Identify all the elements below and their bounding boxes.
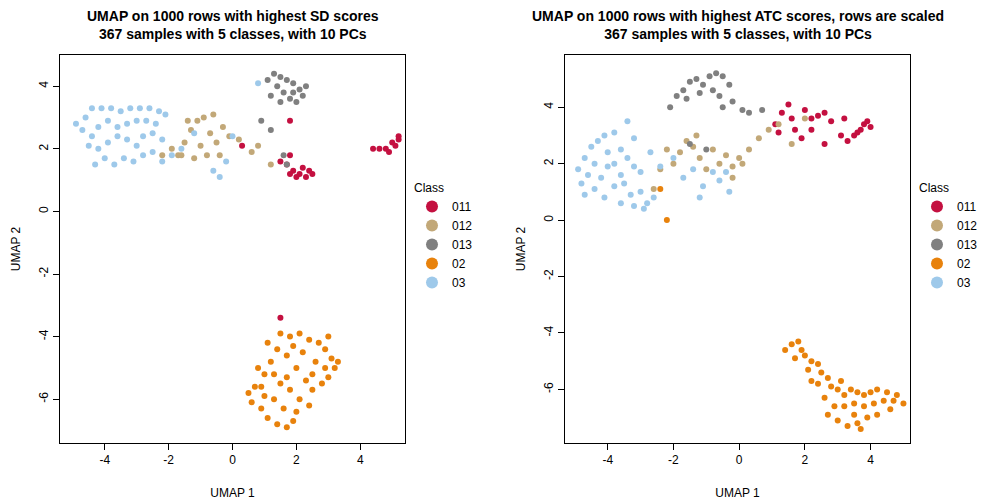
svg-text:03: 03 <box>452 276 466 290</box>
svg-text:2: 2 <box>802 453 809 467</box>
svg-text:-6: -6 <box>542 382 556 393</box>
svg-text:Class: Class <box>414 181 444 195</box>
svg-text:0: 0 <box>37 206 51 213</box>
svg-text:2: 2 <box>293 453 300 467</box>
svg-text:013: 013 <box>452 238 472 252</box>
svg-text:-6: -6 <box>37 392 51 403</box>
svg-text:011: 011 <box>452 200 471 214</box>
svg-text:013: 013 <box>957 238 977 252</box>
svg-text:02: 02 <box>957 257 971 271</box>
svg-text:-4: -4 <box>542 325 556 336</box>
svg-text:2: 2 <box>542 158 556 165</box>
svg-text:UMAP on 1000 rows with highest: UMAP on 1000 rows with highest ATC score… <box>532 8 944 42</box>
svg-text:UMAP 2: UMAP 2 <box>9 226 23 271</box>
svg-text:012: 012 <box>957 219 977 233</box>
svg-text:-4: -4 <box>37 329 51 340</box>
svg-text:Class: Class <box>919 181 949 195</box>
svg-text:-4: -4 <box>602 453 613 467</box>
svg-text:0: 0 <box>542 215 556 222</box>
svg-text:UMAP 1: UMAP 1 <box>715 486 760 500</box>
svg-text:UMAP on 1000 rows with highest: UMAP on 1000 rows with highest SD scores… <box>87 8 379 42</box>
svg-text:0: 0 <box>736 453 743 467</box>
svg-text:-4: -4 <box>99 453 110 467</box>
svg-text:4: 4 <box>357 453 364 467</box>
svg-text:02: 02 <box>452 257 466 271</box>
svg-text:012: 012 <box>452 219 472 233</box>
svg-text:UMAP 1: UMAP 1 <box>210 486 255 500</box>
svg-text:UMAP 2: UMAP 2 <box>514 226 528 271</box>
svg-text:-2: -2 <box>163 453 174 467</box>
svg-text:-2: -2 <box>542 269 556 280</box>
svg-text:-2: -2 <box>37 267 51 278</box>
svg-text:4: 4 <box>867 453 874 467</box>
svg-text:2: 2 <box>37 143 51 150</box>
svg-text:-2: -2 <box>668 453 679 467</box>
svg-text:011: 011 <box>957 200 976 214</box>
svg-text:4: 4 <box>542 102 556 109</box>
svg-text:03: 03 <box>957 276 971 290</box>
svg-text:0: 0 <box>229 453 236 467</box>
svg-text:4: 4 <box>37 81 51 88</box>
